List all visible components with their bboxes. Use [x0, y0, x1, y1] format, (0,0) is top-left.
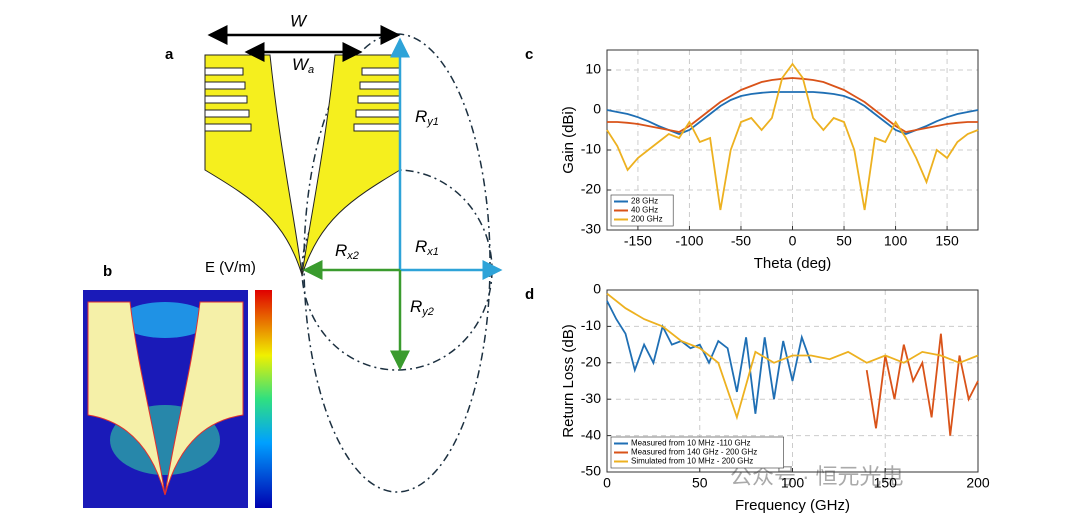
- x-tick-label: 0: [603, 475, 611, 491]
- y-axis-label: Return Loss (dB): [560, 324, 577, 437]
- label-main: R: [410, 297, 422, 316]
- ry1-label: Ry1: [415, 107, 439, 127]
- x-axis-label: Theta (deg): [754, 255, 832, 272]
- panel-letter: c: [525, 46, 533, 63]
- w-label: W: [290, 11, 308, 30]
- legend-label: Measured from 140 GHz - 200 GHz: [631, 448, 757, 457]
- y-tick-label: -30: [581, 221, 601, 237]
- label-main: R: [335, 241, 347, 260]
- y-tick-label: 0: [593, 281, 601, 297]
- label-sub: a: [308, 64, 314, 76]
- panel-letter: a: [165, 46, 174, 63]
- label-main: R: [415, 107, 427, 126]
- legend-label: Measured from 10 MHz -110 GHz: [631, 439, 750, 448]
- series-line: [606, 300, 812, 414]
- series-line: [606, 292, 979, 421]
- y-axis-label: Gain (dBi): [560, 106, 577, 174]
- y-tick-label: -30: [581, 390, 601, 406]
- label-main: R: [415, 237, 427, 256]
- legend-label: Simulated from 10 MHz - 200 GHz: [631, 457, 753, 466]
- x-tick-label: 0: [789, 233, 797, 249]
- wa-label: Wa: [292, 55, 314, 75]
- panel-letter: d: [525, 286, 534, 303]
- left-horn-field: [87, 301, 166, 496]
- label-main: W: [292, 55, 310, 74]
- y-tick-label: -40: [581, 426, 601, 442]
- label-sub: x1: [426, 246, 439, 258]
- label-sub: x2: [346, 250, 359, 262]
- label-sub: y2: [421, 306, 434, 318]
- rx2-label: Rx2: [335, 241, 359, 261]
- field-blob: [120, 302, 210, 338]
- legend-label: 200 GHz: [631, 215, 663, 224]
- series-line: [606, 62, 979, 211]
- legend-box: [610, 436, 784, 469]
- panel-letter: b: [103, 263, 112, 280]
- y-tick-label: -10: [581, 317, 601, 333]
- y-tick-label: -10: [581, 141, 601, 157]
- y-tick-label: -20: [581, 354, 601, 370]
- colorbar: [255, 290, 272, 508]
- y-tick-label: -50: [581, 463, 601, 479]
- colorbar-label: E (V/m): [205, 259, 256, 276]
- series-line: [607, 77, 978, 133]
- slots: [204, 67, 401, 132]
- x-tick-label: -50: [731, 233, 751, 249]
- x-tick-label: -150: [624, 233, 652, 249]
- x-tick-label: -100: [675, 233, 703, 249]
- legend-label: 40 GHz: [631, 206, 658, 215]
- x-tick-label: 50: [692, 475, 708, 491]
- x-tick-label: 150: [935, 233, 959, 249]
- right-horn-field: [164, 301, 244, 496]
- y-tick-label: 10: [585, 61, 601, 77]
- x-tick-label: 100: [781, 475, 805, 491]
- x-axis-label: Frequency (GHz): [735, 497, 850, 514]
- x-tick-label: 150: [874, 475, 898, 491]
- x-tick-label: 200: [966, 475, 990, 491]
- panel-b: b E (V/m): [83, 259, 272, 508]
- panel-a: a W Wa Ry1 Rx2 Rx1 Ry2: [165, 11, 503, 493]
- x-tick-label: 100: [884, 233, 908, 249]
- legend-label: 28 GHz: [631, 197, 658, 206]
- plot-frame: [606, 49, 979, 231]
- x-tick-label: 50: [836, 233, 852, 249]
- series-line: [865, 333, 979, 436]
- label-sub: y1: [426, 116, 439, 128]
- y-tick-label: 0: [593, 101, 601, 117]
- ry2-label: Ry2: [410, 297, 434, 317]
- y-tick-label: -20: [581, 181, 601, 197]
- rx1-label: Rx1: [415, 237, 439, 257]
